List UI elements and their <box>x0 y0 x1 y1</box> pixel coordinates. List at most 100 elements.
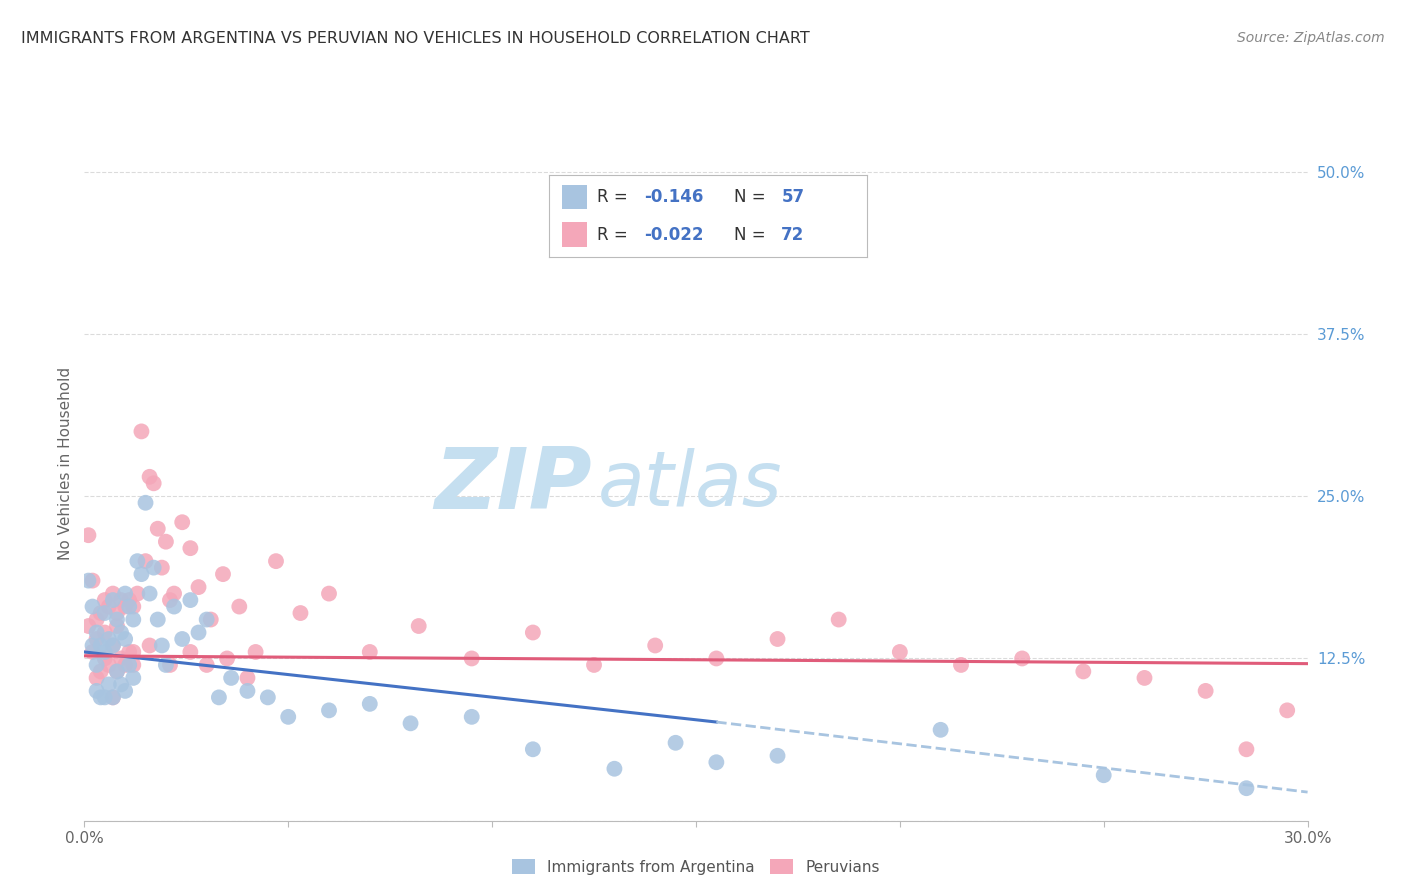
Point <box>122 671 145 685</box>
Point <box>101 593 124 607</box>
Bar <box>562 185 588 210</box>
Point <box>583 657 606 672</box>
Point <box>200 613 222 627</box>
Point <box>114 684 136 698</box>
Point <box>86 613 108 627</box>
Point <box>131 425 153 439</box>
Point <box>86 671 108 685</box>
Point <box>195 613 218 627</box>
Point <box>1277 703 1299 717</box>
Text: R =: R = <box>598 188 633 206</box>
Point <box>82 574 104 588</box>
Point <box>122 599 145 614</box>
Point <box>359 697 381 711</box>
Point <box>138 586 160 600</box>
Point <box>77 528 100 542</box>
Point <box>93 593 117 607</box>
Point <box>114 599 136 614</box>
Point <box>172 515 194 529</box>
Point <box>257 690 280 705</box>
Point <box>155 534 177 549</box>
Point <box>644 639 666 653</box>
Text: R =: R = <box>598 226 633 244</box>
Point <box>461 651 484 665</box>
Point <box>97 632 120 646</box>
Point <box>187 580 209 594</box>
Point <box>163 599 186 614</box>
Point <box>522 625 544 640</box>
Point <box>90 606 112 620</box>
Text: N =: N = <box>734 226 770 244</box>
Point <box>118 645 141 659</box>
Point <box>110 677 132 691</box>
Text: atlas: atlas <box>598 449 783 522</box>
Point <box>101 639 124 653</box>
Point <box>127 586 149 600</box>
Point <box>122 613 145 627</box>
Point <box>82 639 104 653</box>
Point <box>950 657 973 672</box>
Point <box>163 586 186 600</box>
Point <box>101 586 124 600</box>
Point <box>135 554 157 568</box>
Point <box>665 736 688 750</box>
Point <box>245 645 267 659</box>
Point <box>179 593 201 607</box>
Point <box>146 522 169 536</box>
Point <box>122 657 145 672</box>
Text: ZIP: ZIP <box>434 443 592 527</box>
Point <box>114 586 136 600</box>
Point <box>93 625 117 640</box>
Point <box>1011 651 1033 665</box>
Point <box>114 632 136 646</box>
Point <box>82 645 104 659</box>
Text: -0.146: -0.146 <box>644 188 704 206</box>
Point <box>187 625 209 640</box>
Point <box>766 632 789 646</box>
Point <box>110 593 132 607</box>
Point <box>236 671 259 685</box>
Point <box>236 684 259 698</box>
Point <box>217 651 239 665</box>
Point <box>399 716 422 731</box>
Point <box>208 690 231 705</box>
Text: -0.022: -0.022 <box>644 226 704 244</box>
Point <box>131 567 153 582</box>
Text: 72: 72 <box>782 226 804 244</box>
Point <box>97 677 120 691</box>
Point <box>1236 781 1258 796</box>
Point <box>179 645 201 659</box>
Point <box>150 560 173 574</box>
Point <box>766 748 789 763</box>
Point <box>461 710 484 724</box>
Point <box>929 723 952 737</box>
Point <box>159 593 181 607</box>
Point <box>114 657 136 672</box>
Point <box>142 476 165 491</box>
Point <box>101 690 124 705</box>
Point <box>93 690 117 705</box>
Point <box>603 762 626 776</box>
Point <box>179 541 201 556</box>
Point <box>290 606 312 620</box>
Point <box>93 606 117 620</box>
Bar <box>562 222 588 247</box>
Point <box>86 657 108 672</box>
Point <box>138 639 160 653</box>
Point <box>110 625 132 640</box>
Point <box>101 690 124 705</box>
Point <box>86 632 108 646</box>
Point <box>118 593 141 607</box>
Point <box>359 645 381 659</box>
Point <box>93 645 117 659</box>
Point <box>277 710 299 724</box>
Text: IMMIGRANTS FROM ARGENTINA VS PERUVIAN NO VEHICLES IN HOUSEHOLD CORRELATION CHART: IMMIGRANTS FROM ARGENTINA VS PERUVIAN NO… <box>21 31 810 46</box>
Point <box>1195 684 1218 698</box>
Point <box>105 665 128 679</box>
Point <box>706 651 728 665</box>
Point <box>135 496 157 510</box>
Point <box>105 606 128 620</box>
Point <box>105 665 128 679</box>
Point <box>86 625 108 640</box>
Point <box>127 554 149 568</box>
